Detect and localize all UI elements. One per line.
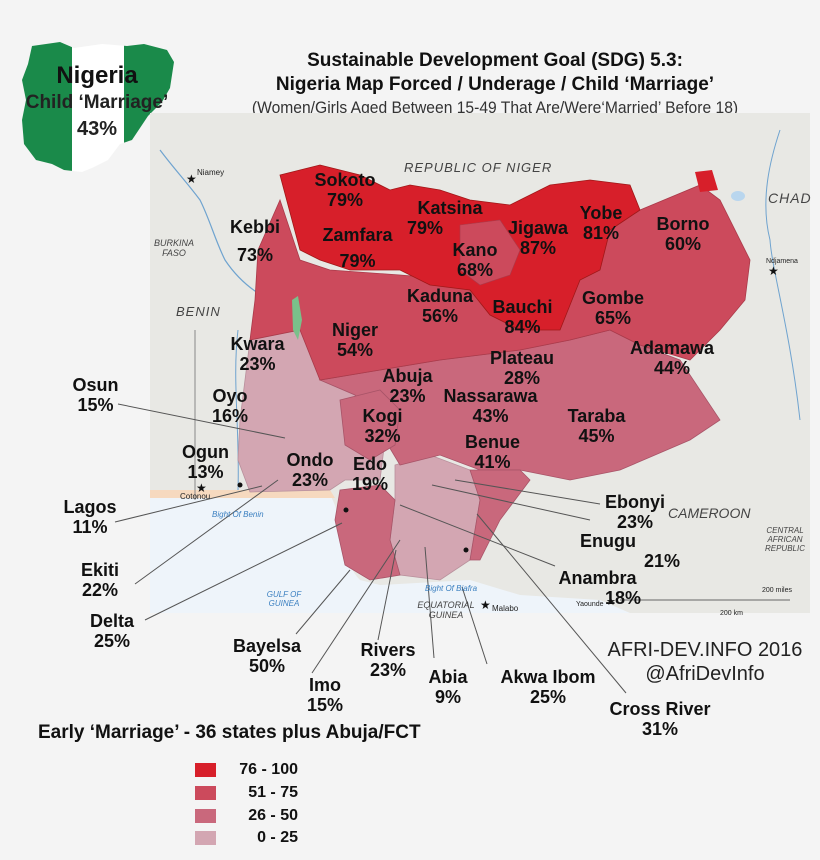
state-label-oyo: Oyo 16% <box>211 386 249 426</box>
label-benin: BENIN <box>176 304 221 319</box>
state-label-plateau: Plateau 28% <box>489 348 555 388</box>
state-label-enugu: Enugu 21% <box>580 531 680 571</box>
state-label-gombe: Gombe 65% <box>581 288 644 328</box>
yaounde-star-icon: ★ <box>606 596 616 608</box>
malabo-star-icon: ★ <box>480 598 491 612</box>
nigeria-flag-map-icon <box>22 42 174 172</box>
city-yaounde: Yaounde <box>576 601 604 608</box>
lake-chad <box>731 191 745 201</box>
nigeria-flag-logo: Nigeria Child ‘Marriage’ 43% <box>12 40 182 185</box>
coastline-sand <box>150 490 335 498</box>
scale-miles: 200 miles <box>762 587 792 594</box>
cotonou-star-icon: ★ <box>196 481 207 495</box>
state-label-bayelsa: Bayelsa 50% <box>232 636 302 676</box>
city-niamey: Niamey <box>197 168 225 177</box>
label-equatorial-guinea: EQUATORIAL GUINEA <box>417 600 475 620</box>
niamey-star-icon: ★ <box>186 172 197 186</box>
water-bight-of-benin: Bight Of Benin <box>212 510 264 519</box>
state-label-edo: Edo 19% <box>351 454 389 494</box>
state-label-lagos: Lagos 11% <box>63 497 117 537</box>
state-label-ondo: Ondo 23% <box>286 450 334 490</box>
region-southeast <box>389 454 481 581</box>
state-label-sokoto: Sokoto 79% <box>314 170 376 210</box>
logo-national-rate: 43% <box>76 118 118 140</box>
legend-item-0-25: 0 - 25 <box>195 828 298 848</box>
state-label-cross-river: Cross River 31% <box>609 699 711 739</box>
legend-swatch <box>195 831 216 845</box>
state-label-katsina: Katsina 79% <box>407 198 483 238</box>
header-subtitle: (Women/Girls Aged Between 15-49 That Are… <box>251 98 739 117</box>
header-title-line2: Nigeria Map Forced / Underage / Child ‘M… <box>275 74 715 95</box>
state-label-ebonyi: Ebonyi 23% <box>604 492 665 532</box>
state-label-kano: Kano 68% <box>452 240 498 280</box>
legend-item-26-50: 26 - 50 <box>195 806 298 826</box>
state-label-osun: Osun 15% <box>72 375 119 415</box>
sea-area <box>150 495 630 613</box>
state-label-ekiti: Ekiti 22% <box>80 560 119 600</box>
state-label-kwara: Kwara 23% <box>230 334 285 374</box>
state-label-kogi: Kogi 32% <box>362 406 403 446</box>
city-cotonou: Cotonou <box>180 492 211 501</box>
label-cameroon: CAMEROON <box>668 505 751 521</box>
state-label-imo: Imo 15% <box>306 675 344 715</box>
city-dot <box>237 482 243 488</box>
state-label-rivers: Rivers 23% <box>360 640 416 680</box>
state-label-akwa-ibom: Akwa Ibom 25% <box>500 667 596 707</box>
region-kano <box>459 219 521 286</box>
legend-item-51-75: 51 - 75 <box>195 783 298 803</box>
kainji-lake <box>292 296 302 340</box>
water-bight-of-biafra: Bight Of Biafra <box>425 584 478 593</box>
label-chad: CHAD <box>768 190 812 206</box>
label-burkina-faso: BURKINA FASO <box>153 238 194 258</box>
state-label-abuja: Abuja 23% <box>382 366 433 406</box>
state-label-ogun: Ogun 13% <box>182 442 229 482</box>
region-delta <box>334 484 401 581</box>
legend-swatch <box>195 809 216 823</box>
state-label-anambra: Anambra 18% <box>558 568 641 608</box>
region-borno-tip <box>695 170 718 192</box>
water-gulf-of-guinea: GULF OF GUINEA <box>266 590 302 608</box>
legend-swatch <box>195 786 216 800</box>
state-label-kebbi: Kebbi 73% <box>229 217 280 265</box>
state-label-borno: Borno 60% <box>656 214 710 254</box>
leader-lines <box>114 403 627 694</box>
credit-site: AFRI-DEV.INFO 2016 <box>607 639 803 661</box>
niger-river <box>159 149 271 301</box>
logo-subtitle: Child ‘Marriage’ <box>25 92 169 113</box>
city-malabo: Malabo <box>492 604 519 613</box>
label-central-african-republic: CENTRAL AFRICAN REPUBLIC <box>764 526 805 553</box>
city-dot <box>463 547 469 553</box>
region-kogi <box>339 389 401 461</box>
state-label-niger: Niger 54% <box>331 320 378 360</box>
state-label-taraba: Taraba 45% <box>567 406 626 446</box>
state-label-delta: Delta 25% <box>89 611 134 651</box>
legend-title: Early ‘Marriage’ - 36 states plus Abuja/… <box>38 722 421 743</box>
credit-handle: @AfriDevInfo <box>645 663 765 685</box>
state-label-abia: Abia 9% <box>428 667 468 707</box>
legend-swatch <box>195 763 216 777</box>
state-label-adamawa: Adamawa 44% <box>629 338 715 378</box>
benin-river <box>235 329 239 491</box>
state-label-zamfara: Zamfara 79% <box>322 225 393 271</box>
chari-river <box>765 129 801 421</box>
state-label-yobe: Yobe 81% <box>579 203 623 243</box>
scale-km: 200 km <box>720 610 743 617</box>
state-label-benue: Benue 41% <box>464 432 520 472</box>
state-label-kaduna: Kaduna 56% <box>406 286 473 326</box>
city-dot <box>343 507 349 513</box>
state-label-jigawa: Jigawa 87% <box>507 218 569 258</box>
header-title-line1: Sustainable Development Goal (SDG) 5.3: <box>307 50 683 71</box>
state-label-bauchi: Bauchi 84% <box>492 297 553 337</box>
logo-country: Nigeria <box>56 62 138 89</box>
legend-item-76-100: 76 - 100 <box>195 760 298 780</box>
state-label-nassarawa: Nassarawa 43% <box>443 386 538 426</box>
city-ndjamena: Ndjamena <box>766 258 798 265</box>
label-republic-of-niger: REPUBLIC OF NIGER <box>404 160 553 175</box>
ndjamena-star-icon: ★ <box>768 264 779 278</box>
